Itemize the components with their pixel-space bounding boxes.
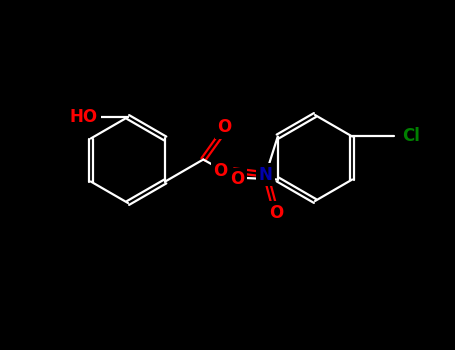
Text: O: O: [217, 119, 231, 136]
Text: Cl: Cl: [402, 127, 420, 146]
Text: O: O: [213, 161, 228, 180]
Text: O: O: [268, 203, 283, 222]
Text: O: O: [230, 170, 244, 189]
Text: HO: HO: [70, 108, 98, 126]
Text: N: N: [259, 166, 273, 183]
